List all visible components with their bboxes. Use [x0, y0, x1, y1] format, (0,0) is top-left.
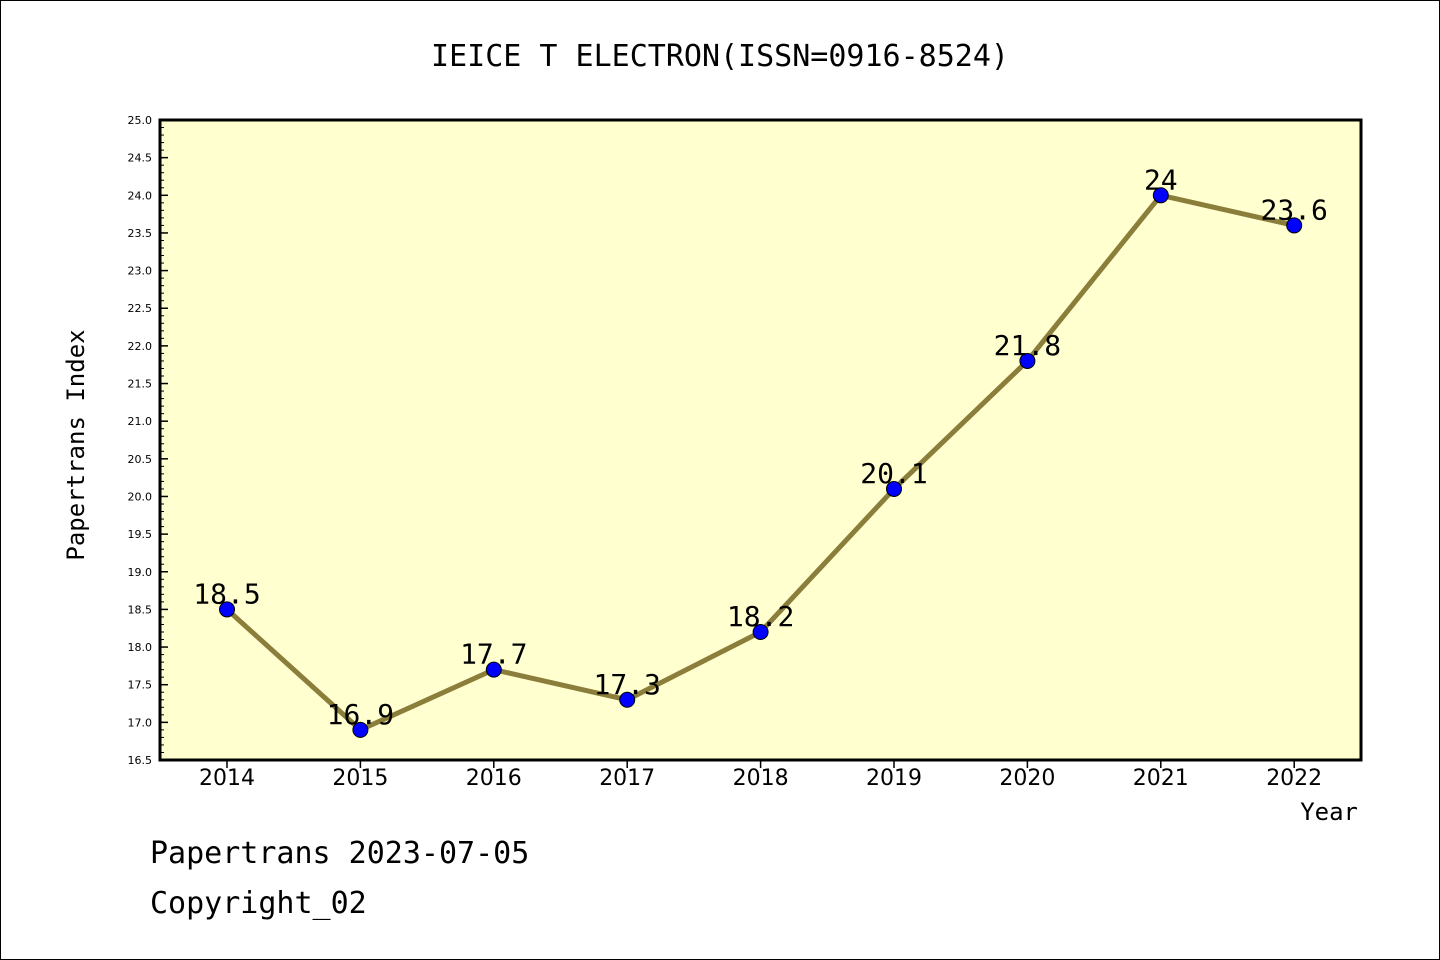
x-tick-label: 2022 [1266, 766, 1322, 791]
data-point [485, 661, 502, 678]
y-tick-label: 18.0 [128, 641, 153, 654]
y-tick-label: 17.5 [128, 679, 153, 692]
x-axis-ticks: 2014 2015 2016 2017 2018 2019 2020 2021 2022 [199, 760, 1322, 791]
data-point [1152, 187, 1169, 204]
data-label: 18.2 [727, 600, 794, 633]
plot-border [158, 118, 1363, 762]
x-tick-label: 2021 [1133, 766, 1189, 791]
data-label: 18.5 [193, 577, 260, 610]
data-point [1019, 352, 1036, 369]
y-tick-label: 16.5 [128, 754, 153, 767]
chart-title: IEICE T ELECTRON(ISSN=0916-8524) [431, 39, 1009, 74]
data-label: 17.7 [460, 638, 527, 671]
y-tick-label: 19.5 [128, 528, 153, 541]
x-tick-label: 2017 [599, 766, 655, 791]
y-tick-label: 20.5 [128, 453, 153, 466]
y-tick-label: 21.0 [128, 415, 153, 428]
data-point [352, 721, 369, 738]
x-tick-label: 2016 [466, 766, 522, 791]
y-tick-label: 20.0 [128, 490, 153, 503]
footer-copyright: Copyright_02 [150, 886, 367, 921]
y-tick-label: 18.5 [128, 603, 153, 616]
y-tick-label: 23.5 [128, 227, 153, 240]
x-tick-label: 2018 [733, 766, 789, 791]
y-tick-label: 25.0 [128, 114, 153, 127]
data-point [886, 480, 902, 497]
footer-date: Papertrans 2023-07-05 [150, 836, 529, 871]
plot-area [160, 120, 1361, 760]
x-tick-label: 2014 [199, 766, 255, 791]
x-tick-label: 2015 [332, 766, 388, 791]
y-axis-label: Papertrans Index [62, 329, 90, 560]
y-tick-label: 24.0 [128, 189, 153, 202]
y-tick-label: 17.0 [128, 716, 153, 729]
x-tick-label: 2020 [999, 766, 1055, 791]
data-label: 17.3 [593, 668, 660, 701]
y-tick-label: 19.0 [128, 566, 153, 579]
y-tick-label: 22.0 [128, 340, 153, 353]
data-label: 24 [1144, 163, 1178, 196]
data-label: 23.6 [1260, 193, 1327, 226]
x-tick-label: 2019 [866, 766, 922, 791]
data-point [1286, 217, 1303, 234]
y-tick-label: 22.5 [128, 302, 153, 315]
data-label: 20.1 [860, 457, 927, 490]
data-labels: 18.5 16.9 17.7 17.3 18.2 20.1 21.8 24 23.6 [193, 163, 1328, 731]
y-tick-label: 23.0 [128, 265, 153, 278]
data-point [752, 624, 769, 640]
data-point [619, 691, 636, 708]
data-label: 16.9 [327, 698, 394, 731]
series-markers [219, 187, 1303, 738]
data-label: 21.8 [994, 329, 1061, 362]
y-tick-label: 24.5 [128, 152, 153, 165]
y-tick-label: 21.5 [128, 378, 153, 391]
data-point [219, 601, 235, 618]
x-axis-label: Year [1300, 798, 1358, 826]
